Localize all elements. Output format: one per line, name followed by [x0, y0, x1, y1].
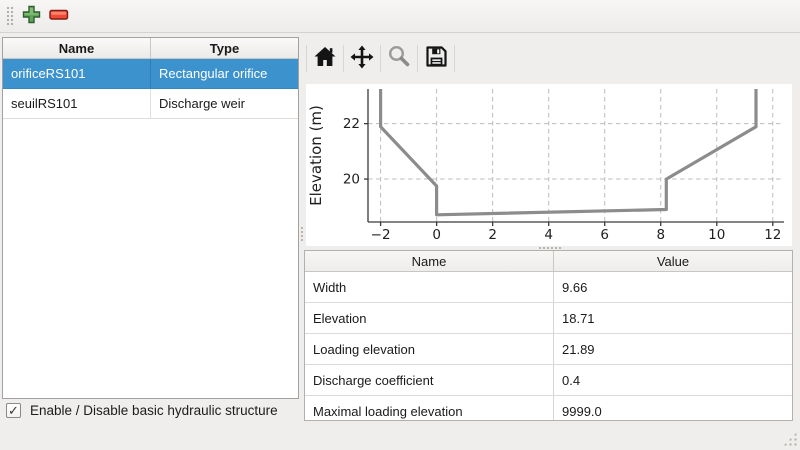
plot-toolbar: [306, 40, 455, 76]
structures-header-name[interactable]: Name: [3, 38, 151, 58]
chart-table-splitter-handle[interactable]: [538, 246, 562, 250]
structure-type-cell[interactable]: Discharge weir: [159, 96, 245, 111]
svg-text:12: 12: [764, 227, 781, 243]
property-row: Loading elevation 21.89: [305, 334, 792, 365]
plot-pan-button[interactable]: [344, 41, 380, 75]
structure-row[interactable]: orificeRS101 Rectangular orifice: [3, 59, 298, 89]
checkmark-icon: ✓: [8, 403, 19, 418]
minus-icon: [49, 9, 69, 24]
enable-structure-checkbox-label: Enable / Disable basic hydraulic structu…: [30, 403, 278, 418]
property-value-cell[interactable]: 21.89: [562, 341, 595, 357]
svg-text:Elevation (m): Elevation (m): [307, 105, 325, 206]
toolbar-drag-handle[interactable]: [6, 6, 14, 26]
properties-table-header: Name Value: [305, 251, 792, 272]
toolbar-separator: [343, 44, 344, 72]
svg-text:22: 22: [343, 116, 360, 132]
structures-table-header: Name Type: [3, 38, 298, 59]
svg-text:8: 8: [656, 227, 665, 243]
main-toolbar: [0, 0, 800, 33]
property-value-cell[interactable]: 9999.0: [562, 403, 602, 419]
property-row: Width 9.66: [305, 272, 792, 303]
enable-structure-checkbox[interactable]: ✓: [6, 403, 21, 418]
plus-icon: [22, 5, 41, 27]
toolbar-separator: [417, 44, 418, 72]
svg-text:0: 0: [432, 227, 441, 243]
window-resize-grip[interactable]: [782, 431, 798, 447]
pan-icon: [350, 45, 374, 72]
svg-text:10: 10: [708, 227, 725, 243]
plot-save-button[interactable]: [418, 41, 454, 75]
svg-text:4: 4: [544, 227, 553, 243]
elevation-profile-svg: −2 0 2 4 6 8 10 12 20 22 Elevation (m): [307, 89, 784, 243]
property-value-cell[interactable]: 0.4: [562, 372, 581, 388]
property-name-cell: Elevation: [305, 303, 554, 333]
svg-text:2: 2: [488, 227, 497, 243]
structure-row[interactable]: seuilRS101 Discharge weir: [3, 89, 298, 119]
property-value-cell[interactable]: 9.66: [562, 279, 588, 295]
properties-header-name[interactable]: Name: [305, 251, 554, 271]
enable-structure-checkbox-row: ✓ Enable / Disable basic hydraulic struc…: [6, 403, 278, 418]
plot-zoom-button[interactable]: [381, 41, 417, 75]
property-row: Discharge coefficient 0.4: [305, 365, 792, 396]
toolbar-separator: [454, 44, 455, 72]
property-row: Elevation 18.71: [305, 303, 792, 334]
property-name-cell: Discharge coefficient: [305, 365, 554, 395]
property-name-cell: Width: [305, 272, 554, 302]
properties-table: Name Value Width 9.66 Elevation 18.71 Loadin…: [304, 250, 793, 421]
structure-name-cell[interactable]: orificeRS101: [3, 59, 151, 88]
elevation-chart[interactable]: −2 0 2 4 6 8 10 12 20 22 Elevation (m): [306, 84, 792, 246]
svg-text:20: 20: [343, 172, 360, 188]
svg-text:6: 6: [600, 227, 609, 243]
toolbar-separator: [306, 44, 307, 72]
property-value-cell[interactable]: 18.71: [562, 310, 595, 326]
remove-structure-button[interactable]: [46, 4, 72, 28]
zoom-icon: [387, 45, 411, 72]
panel-splitter-handle[interactable]: [300, 226, 304, 242]
structures-header-type[interactable]: Type: [209, 40, 240, 56]
home-icon: [313, 45, 337, 71]
add-structure-button[interactable]: [18, 4, 44, 28]
structure-type-cell[interactable]: Rectangular orifice: [159, 66, 268, 81]
property-name-cell: Loading elevation: [305, 334, 554, 364]
svg-text:−2: −2: [371, 227, 391, 243]
property-row: Maximal loading elevation 9999.0: [305, 396, 792, 420]
toolbar-separator: [380, 44, 381, 72]
structures-table: Name Type orificeRS101 Rectangular orific…: [2, 37, 299, 399]
properties-table-body: Width 9.66 Elevation 18.71 Loading elevation…: [305, 272, 792, 420]
structure-name-cell[interactable]: seuilRS101: [3, 89, 151, 118]
save-icon: [425, 45, 448, 71]
property-name-cell: Maximal loading elevation: [305, 396, 554, 420]
structures-table-body: orificeRS101 Rectangular orifice seuilRS10…: [3, 59, 298, 119]
properties-header-value[interactable]: Value: [656, 253, 690, 269]
plot-home-button[interactable]: [307, 41, 343, 75]
